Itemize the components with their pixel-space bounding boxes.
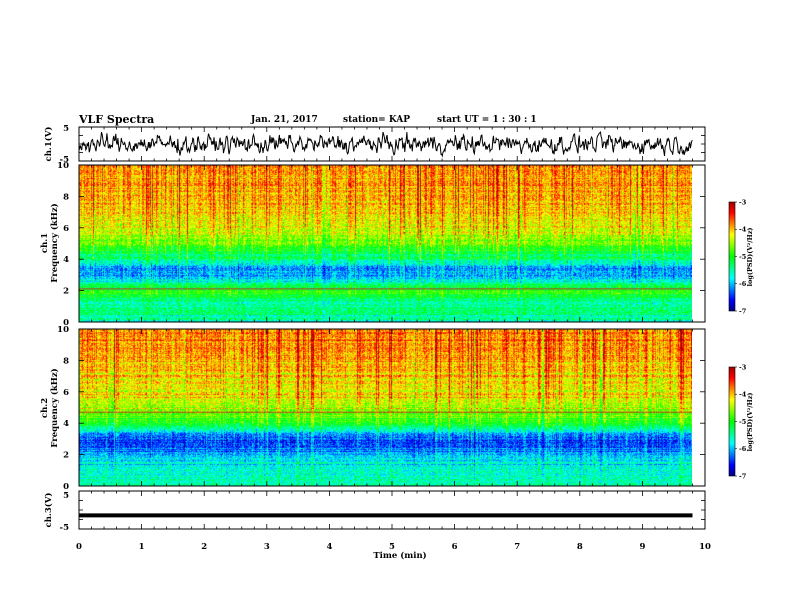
time-tick-label: 7 bbox=[514, 542, 520, 552]
ch1-waveform-ticks bbox=[78, 126, 706, 162]
ch2-colorbar-ticks: -3 -4 -5 -6 -7 bbox=[735, 363, 747, 480]
ch2-colorbar-label: log(PSD)(V²/Hz) bbox=[746, 393, 754, 452]
time-tick-label: 3 bbox=[264, 542, 270, 552]
ch3-volt-ylabel: ch.3(V) bbox=[43, 493, 54, 528]
ch1-frequency-yticks: 0 2 4 6 8 10 bbox=[57, 161, 705, 328]
ch1-waveform-panel: 5 -5 ch.1(V) bbox=[43, 124, 706, 165]
chart-title: VLF Spectra bbox=[78, 113, 154, 126]
frequency-tick-label: 2 bbox=[63, 287, 69, 297]
frequency-tick-label: 10 bbox=[57, 161, 69, 171]
ch2-spectrogram-ticks bbox=[78, 329, 706, 486]
frequency-tick-label: 10 bbox=[57, 325, 69, 335]
time-axis-tick-labels: 0 1 2 3 4 5 6 7 8 9 10 bbox=[76, 542, 711, 552]
time-tick-label: 8 bbox=[577, 542, 583, 552]
colorbar-tick-label: -6 bbox=[739, 445, 747, 453]
time-axis-label: Time (min) bbox=[373, 550, 426, 561]
colorbar-tick-label: -5 bbox=[739, 418, 747, 426]
ch1-ytick-top: 5 bbox=[63, 124, 69, 134]
time-tick-label: 1 bbox=[139, 542, 145, 552]
ch2-spectrogram-ylabel-line2: Frequency (kHz) bbox=[49, 368, 60, 447]
time-tick-label: 10 bbox=[699, 542, 711, 552]
ch3-ytick-bottom: -5 bbox=[60, 523, 70, 533]
ch1-ytick-bottom: -5 bbox=[60, 155, 70, 165]
ch1-colorbar-ticks: -3 -4 -5 -6 -7 bbox=[735, 198, 747, 315]
ch1-colorbar bbox=[728, 201, 736, 312]
ch2-colorbar bbox=[728, 366, 736, 477]
frequency-tick-label: 2 bbox=[63, 451, 69, 461]
ch1-waveform-line bbox=[78, 131, 693, 158]
frequency-tick-label: 8 bbox=[63, 192, 69, 202]
ch2-frequency-yticks: 0 2 4 6 8 10 bbox=[57, 325, 705, 492]
frequency-tick-label: 8 bbox=[63, 356, 69, 366]
colorbar-tick-label: -4 bbox=[739, 226, 747, 234]
ch1-volt-ylabel: ch.1(V) bbox=[43, 127, 54, 162]
ch1-spectrogram-ylabel-line1: ch.1 bbox=[40, 233, 50, 253]
time-tick-label: 4 bbox=[326, 542, 332, 552]
time-tick-label: 9 bbox=[639, 542, 645, 552]
station-label: station= KAP bbox=[343, 115, 410, 125]
frequency-tick-label: 4 bbox=[63, 419, 69, 429]
frequency-tick-label: 0 bbox=[63, 482, 69, 492]
ch3-ytick-top: 5 bbox=[63, 491, 69, 501]
colorbar-tick-label: -7 bbox=[739, 472, 746, 480]
frequency-tick-label: 4 bbox=[63, 255, 69, 265]
ch2-spectrogram-ylabel-line1: ch.2 bbox=[40, 398, 50, 418]
ch3-waveform-ticks bbox=[78, 490, 706, 530]
time-tick-label: 0 bbox=[76, 542, 82, 552]
time-tick-label: 2 bbox=[201, 542, 207, 552]
colorbar-tick-label: -5 bbox=[739, 253, 747, 261]
colorbar-tick-label: -3 bbox=[739, 198, 747, 206]
ch1-spectrogram-ylabel-line2: Frequency (kHz) bbox=[49, 203, 60, 282]
colorbar-tick-label: -3 bbox=[739, 363, 747, 371]
ch3-waveform-panel: 5 -5 ch.3(V) bbox=[43, 490, 706, 533]
ch1-colorbar-label: log(PSD)(V²/Hz) bbox=[746, 228, 754, 287]
frequency-tick-label: 0 bbox=[63, 318, 69, 328]
time-tick-label: 6 bbox=[452, 542, 458, 552]
start-time-label: start UT = 1 : 30 : 1 bbox=[437, 115, 537, 125]
frequency-tick-label: 6 bbox=[63, 224, 69, 234]
frequency-tick-label: 6 bbox=[63, 388, 69, 398]
ch1-spectrogram-ticks bbox=[78, 165, 706, 322]
time-tick-label: 5 bbox=[389, 542, 395, 552]
colorbar-tick-label: -4 bbox=[739, 391, 747, 399]
colorbar-tick-label: -7 bbox=[739, 307, 746, 315]
ch2-spectrogram-image bbox=[79, 329, 692, 486]
ch1-spectrogram-image bbox=[79, 165, 692, 322]
date-label: Jan. 21, 2017 bbox=[250, 115, 318, 125]
colorbar-tick-label: -6 bbox=[739, 280, 747, 288]
